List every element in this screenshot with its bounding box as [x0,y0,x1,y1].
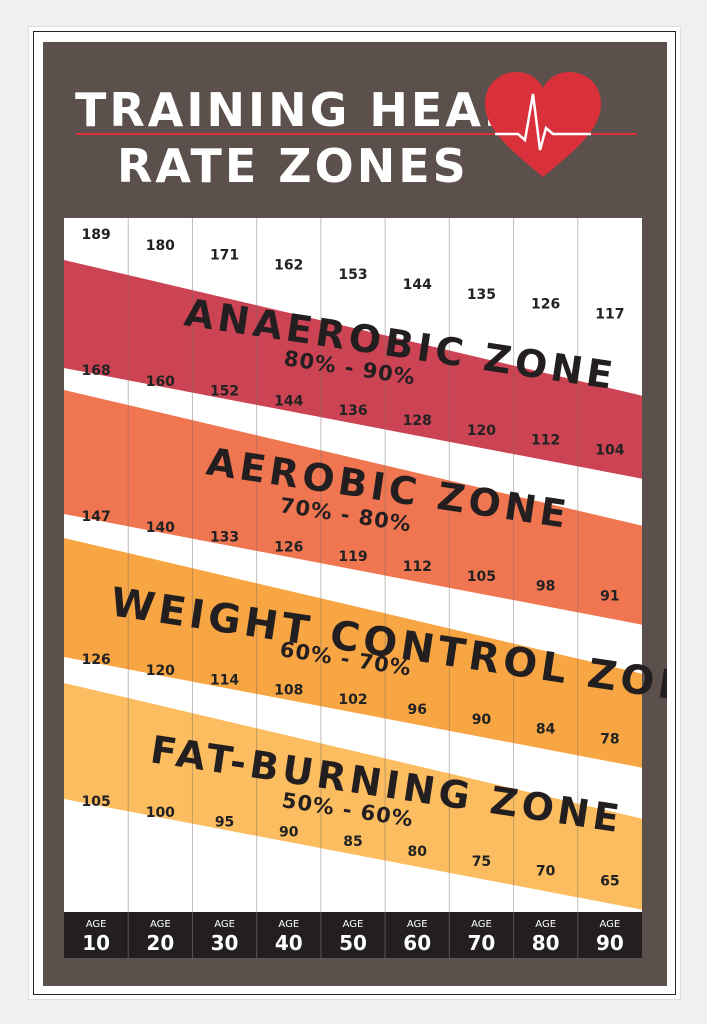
boundary-value-label: 140 [146,520,175,536]
boundary-value-label: 114 [210,673,239,689]
boundary-value-label: 84 [536,722,556,738]
boundary-value-label: 126 [274,539,303,555]
age-bar [64,912,642,958]
boundary-value-label: 104 [595,442,624,458]
heartbeat-line-icon [495,93,591,151]
boundary-value-label: 65 [600,873,619,889]
boundary-value-label: 112 [403,559,432,575]
plot-area: 189 180 171 162 153 144 135 126 117 168 160 152 144 1… [64,218,667,958]
zone-band [64,683,642,910]
boundary-value-label: 153 [338,267,367,283]
boundary-value-label: 96 [407,702,426,718]
zone-band [64,260,642,479]
age-label: AGE [86,919,107,930]
boundary-value-label: 105 [467,569,496,585]
boundary-value-label: 105 [81,794,110,810]
boundary-value-label: 120 [467,423,496,439]
boundary-value-label: 98 [536,579,555,595]
boundary-value-label: 136 [338,403,367,419]
boundary-value-label: 95 [215,815,234,831]
boundary-value-label: 85 [343,834,362,850]
boundary-value-label: 126 [81,652,110,668]
heart-rate-zone-chart: TRAINING HEART RATE ZONES 189 180 171 162 15… [64,72,667,958]
boundary-value-label: 162 [274,257,303,273]
boundary-value-label: 78 [600,731,619,747]
boundary-value-label: 144 [274,393,303,409]
boundary-value-label: 75 [472,854,491,870]
age-value: 10 [82,931,110,955]
boundary-value-label: 147 [81,509,110,525]
boundary-value-label: 117 [595,306,624,322]
boundary-value-label: 90 [279,824,299,840]
zone-band [64,390,642,625]
age-value: 30 [211,931,239,955]
title-line-1: TRAINING HEART [75,83,555,137]
age-value: 80 [532,931,560,955]
heart-icon [485,72,601,177]
age-value: 40 [275,931,303,955]
boundary-value-label: 91 [600,588,619,604]
boundary-value-label: 171 [210,248,239,264]
boundary-value-label: 189 [81,227,110,243]
boundary-value-label: 152 [210,384,239,400]
age-label: AGE [214,919,235,930]
age-label: AGE [150,919,171,930]
boundary-value-label: 160 [146,374,175,390]
boundary-value-label: 135 [467,287,496,303]
boundary-value-label: 126 [531,297,560,313]
age-value: 70 [468,931,496,955]
title-line-2: RATE ZONES [117,139,469,193]
boundary-value-label: 119 [338,549,367,565]
age-label: AGE [407,919,428,930]
age-value: 90 [596,931,624,955]
poster: TRAINING HEART RATE ZONES 189 180 171 162 15… [43,42,667,986]
age-label: AGE [535,919,556,930]
age-label: AGE [343,919,364,930]
boundary-value-label: 133 [210,530,239,546]
boundary-value-label: 70 [536,864,556,880]
age-value: 50 [339,931,367,955]
boundary-value-label: 144 [403,277,432,293]
age-label: AGE [600,919,621,930]
age-label: AGE [471,919,492,930]
boundary-value-label: 120 [146,663,175,679]
boundary-value-label: 128 [403,413,432,429]
boundary-value-label: 168 [81,363,110,379]
age-label: AGE [278,919,299,930]
boundary-value-label: 108 [274,682,303,698]
age-value: 20 [146,931,174,955]
boundary-value-label: 180 [146,238,175,254]
boundary-value-label: 112 [531,433,560,449]
boundary-value-label: 90 [472,712,492,728]
boundary-value-label: 80 [407,844,427,860]
zone-band [64,538,642,768]
boundary-value-label: 102 [338,692,367,708]
boundary-value-label: 100 [146,805,175,821]
age-value: 60 [403,931,431,955]
